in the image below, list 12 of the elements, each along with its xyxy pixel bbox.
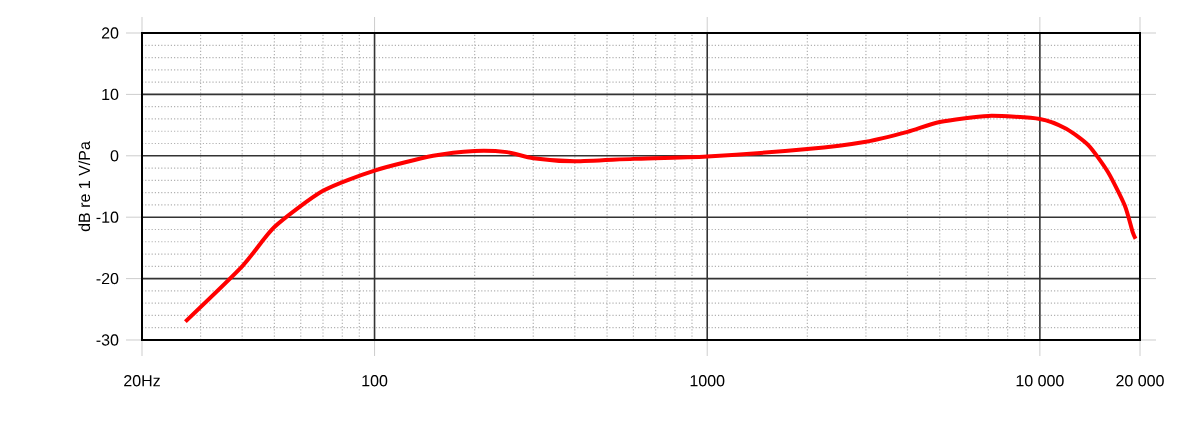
x-tick-label: 1000 [690,375,725,387]
x-tick-label: 100 [362,375,388,387]
x-tick-label: 20 000 [1116,375,1164,387]
y-tick-label: 10 [102,88,119,101]
y-tick-label: 0 [110,150,119,162]
y-axis-title: dB re 1 V/Pa [78,141,91,232]
y-tick-label: 20 [101,27,119,39]
y-tick-label: -30 [96,334,119,346]
y-tick-label: -20 [96,272,119,285]
y-tick-label: -10 [96,211,119,223]
x-tick-label: 10 000 [1016,375,1064,387]
x-tick-label: 20Hz [124,375,160,387]
